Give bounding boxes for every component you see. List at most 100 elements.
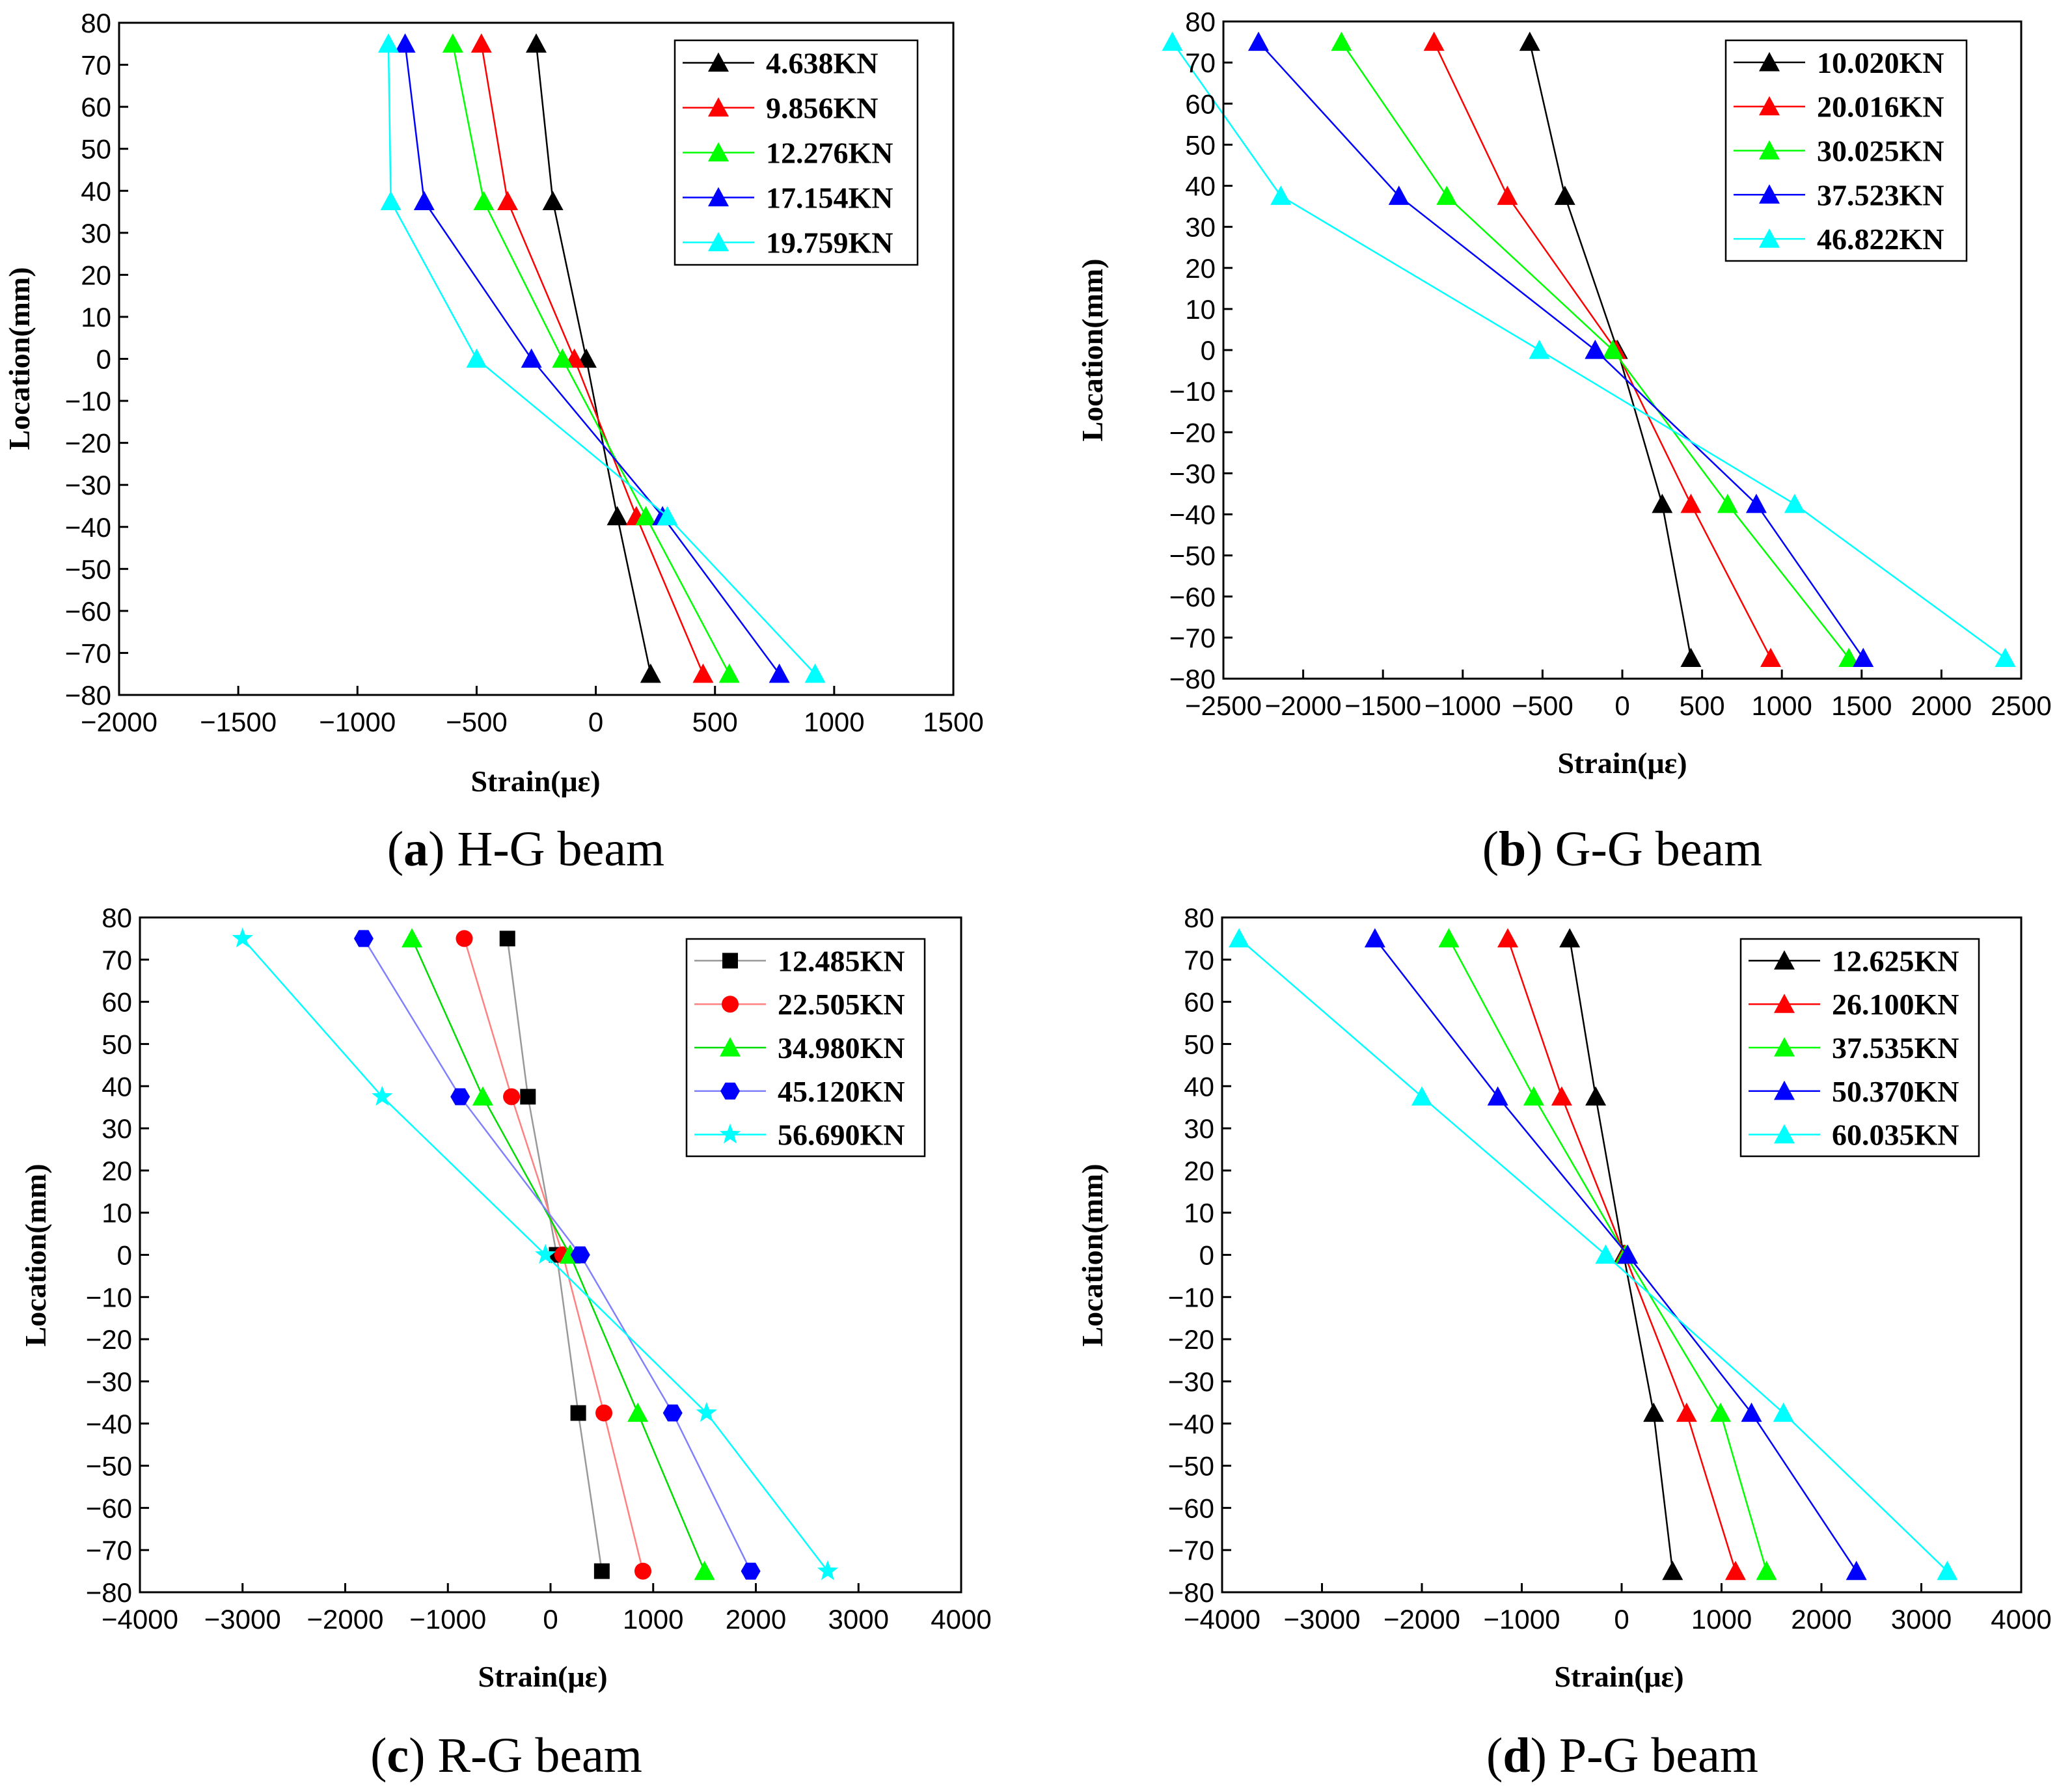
y-tick-label: −70: [86, 1535, 132, 1566]
y-axis-label: Location(mm): [3, 267, 36, 450]
y-tick-label: −40: [1169, 500, 1216, 530]
y-tick-label: −50: [65, 554, 111, 584]
data-point: [1773, 1402, 1794, 1422]
series-line-1: [535, 44, 652, 674]
y-tick-label: 30: [102, 1113, 132, 1144]
y-tick-label: −70: [65, 638, 111, 668]
y-tick-label: −30: [1168, 1366, 1214, 1397]
data-point: [442, 33, 463, 53]
legend: 12.625KN 26.100KN 37.535KN 50.370KN 60.035KN: [1739, 938, 1980, 1158]
data-point: [1270, 185, 1292, 205]
data-point: [1585, 1086, 1607, 1106]
x-tick-label: −1500: [1344, 690, 1421, 721]
data-point: [466, 348, 487, 368]
y-tick-label: −20: [86, 1324, 132, 1355]
y-tick-label: 40: [1184, 1071, 1214, 1102]
data-point: [1229, 928, 1250, 948]
y-tick-label: 0: [96, 344, 111, 375]
y-tick-label: 30: [1185, 212, 1216, 243]
data-point: [377, 33, 399, 53]
legend-marker: [708, 142, 729, 162]
data-point: [741, 1562, 761, 1580]
legend-marker: [1759, 51, 1780, 72]
data-point: [497, 191, 519, 210]
data-point: [1853, 647, 1874, 668]
x-tick-label: −3000: [1284, 1604, 1361, 1635]
legend-label: 12.485KN: [778, 944, 905, 977]
legend-marker: [1774, 1037, 1795, 1057]
data-point: [1162, 31, 1183, 51]
legend-label: 50.370KN: [1832, 1075, 1959, 1108]
legend: 4.638KN 9.856KN 12.276KN 17.154KN 19.759KN: [674, 39, 919, 266]
x-tick-label: 500: [692, 707, 738, 737]
data-point: [1756, 1560, 1777, 1581]
x-tick-label: 2000: [726, 1604, 786, 1635]
data-point: [1423, 31, 1445, 51]
data-point: [1585, 340, 1606, 359]
y-tick-label: 20: [1185, 253, 1216, 284]
y-tick-label: −50: [1168, 1451, 1214, 1482]
y-axis-label: Location(mm): [1076, 1163, 1109, 1346]
legend-label: 22.505KN: [778, 988, 905, 1021]
x-tick-label: 3000: [1891, 1604, 1952, 1635]
x-tick-label: −1000: [409, 1604, 486, 1635]
x-axis-label: Strain(με): [470, 765, 600, 798]
y-tick-label: 20: [1184, 1156, 1214, 1186]
data-point: [718, 663, 740, 683]
data-point: [1838, 647, 1860, 668]
data-point: [634, 1562, 651, 1580]
x-tick-label: −3000: [204, 1604, 281, 1635]
y-tick-label: −10: [65, 386, 111, 416]
y-tick-label: −10: [1168, 1282, 1214, 1312]
y-tick-label: 30: [81, 218, 111, 249]
legend-label: 46.822KN: [1817, 223, 1944, 256]
data-point: [1551, 1086, 1572, 1106]
data-point: [503, 1088, 521, 1106]
data-point: [817, 1560, 839, 1581]
series-line-2: [1433, 42, 1772, 659]
x-tick-label: 1500: [923, 707, 983, 737]
x-tick-label: −2000: [81, 707, 157, 737]
y-tick-label: 50: [102, 1029, 132, 1059]
x-tick-label: 0: [1614, 1604, 1629, 1635]
data-point: [232, 927, 253, 948]
panel-a: −2000 −1500 −1000 −500 0 500 1000 1500807060504…: [3, 8, 984, 876]
data-point: [1760, 647, 1782, 668]
y-tick-label: 10: [1184, 1198, 1214, 1229]
data-point: [1745, 493, 1767, 513]
data-point: [472, 1086, 493, 1106]
x-tick-label: 0: [588, 707, 603, 737]
y-tick-label: −40: [86, 1409, 132, 1439]
y-tick-label: 20: [102, 1156, 132, 1186]
legend-marker: [1759, 140, 1780, 160]
x-tick-label: −2000: [1265, 690, 1342, 721]
data-point: [413, 191, 435, 210]
y-tick-label: −40: [65, 512, 111, 543]
y-tick-label: −60: [1169, 582, 1216, 612]
legend-label: 45.120KN: [778, 1075, 905, 1108]
legend-label: 30.025KN: [1817, 135, 1944, 168]
panel-b: −2500 −2000 −1500 −1000 −500 0 500 1000 1500 2000…: [1076, 7, 2052, 876]
panel-caption: (c) R-G beam: [370, 1728, 642, 1783]
y-tick-label: 60: [1184, 987, 1214, 1018]
data-point: [1846, 1560, 1867, 1581]
legend-label: 19.759KN: [766, 226, 893, 260]
x-tick-label: −2500: [1185, 690, 1262, 721]
data-point: [627, 1402, 649, 1422]
data-point: [1497, 185, 1518, 205]
y-tick-label: −30: [1169, 458, 1216, 489]
data-point: [1937, 1560, 1958, 1581]
legend-label: 26.100KN: [1832, 988, 1959, 1021]
data-point: [1436, 185, 1458, 205]
y-tick-label: −60: [1168, 1493, 1214, 1523]
data-point: [1662, 1560, 1683, 1581]
legend-marker: [722, 953, 738, 969]
y-tick-label: −50: [86, 1451, 132, 1482]
x-tick-label: 1000: [804, 707, 864, 737]
legend-label: 4.638KN: [766, 47, 879, 80]
y-tick-label: 0: [1201, 335, 1216, 366]
y-tick-label: −10: [86, 1282, 132, 1312]
y-tick-label: −10: [1169, 376, 1216, 407]
y-tick-label: 40: [102, 1071, 132, 1102]
x-tick-label: −4000: [102, 1604, 178, 1635]
